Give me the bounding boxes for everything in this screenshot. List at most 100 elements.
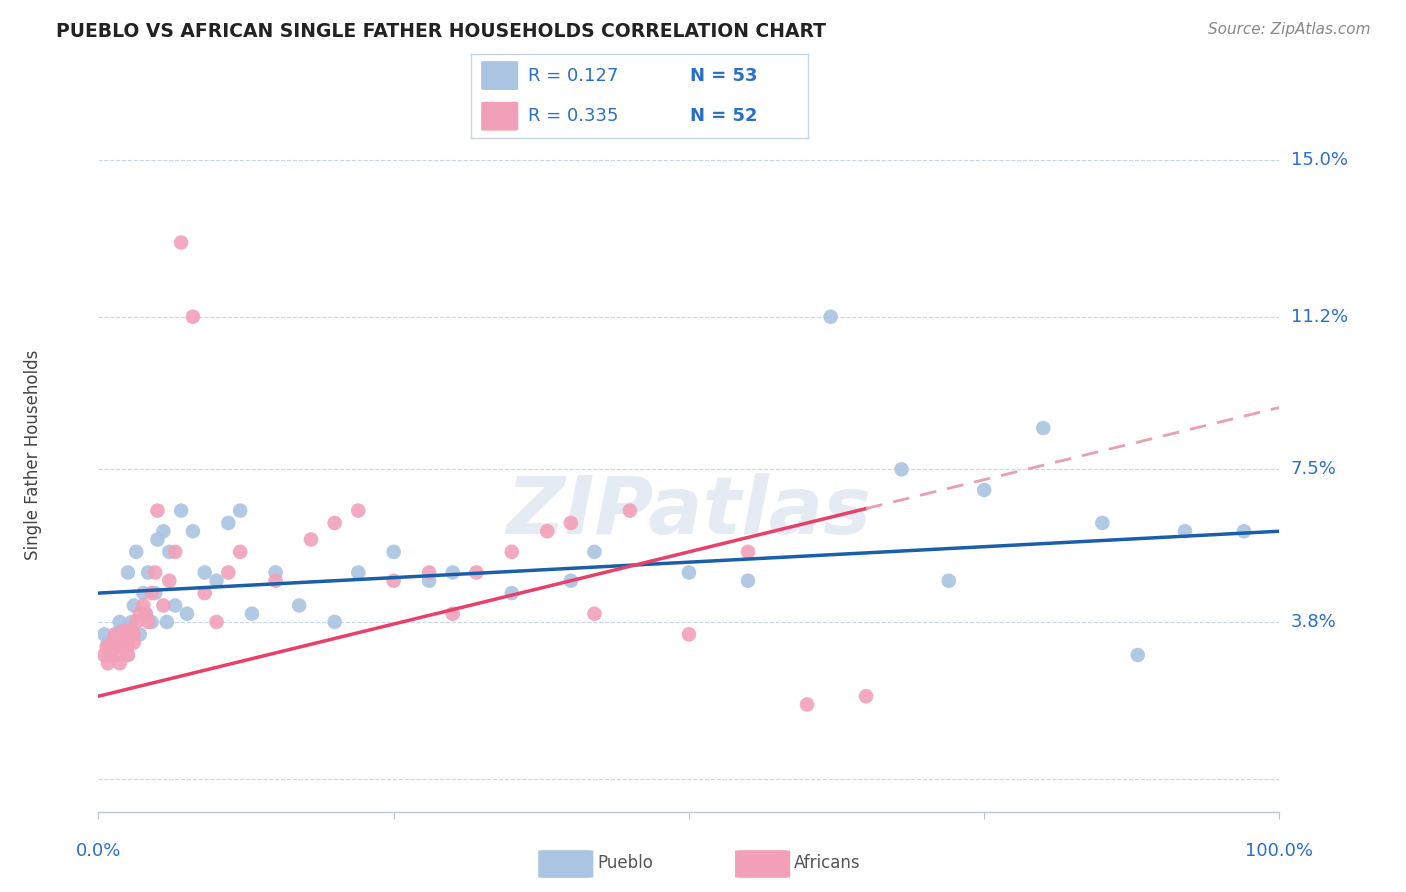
Point: [465, 566, 488, 580]
Point: [125, 615, 148, 629]
Point: [796, 698, 818, 712]
Point: [128, 627, 150, 641]
Point: [1032, 421, 1054, 435]
Point: [136, 566, 159, 580]
Point: [132, 586, 155, 600]
Text: 0.0%: 0.0%: [76, 842, 121, 860]
Point: [122, 635, 145, 649]
Point: [1174, 524, 1197, 539]
Point: [105, 627, 128, 641]
Point: [441, 607, 464, 621]
Point: [737, 545, 759, 559]
Point: [737, 574, 759, 588]
Point: [135, 607, 157, 621]
FancyBboxPatch shape: [735, 850, 790, 878]
Point: [583, 607, 606, 621]
Text: 11.2%: 11.2%: [1291, 308, 1348, 326]
Point: [418, 566, 440, 580]
Point: [122, 599, 145, 613]
Text: 3.8%: 3.8%: [1291, 613, 1336, 631]
Point: [170, 503, 193, 517]
Point: [165, 545, 187, 559]
Point: [105, 640, 128, 654]
Point: [560, 574, 582, 588]
Point: [143, 566, 166, 580]
Point: [619, 503, 641, 517]
Point: [125, 545, 148, 559]
Text: 100.0%: 100.0%: [1246, 842, 1313, 860]
Point: [108, 635, 131, 649]
Point: [93, 648, 115, 662]
Point: [117, 648, 139, 662]
Point: [181, 310, 204, 324]
Point: [240, 607, 263, 621]
Point: [117, 627, 139, 641]
Point: [112, 624, 135, 638]
Point: [229, 503, 252, 517]
FancyBboxPatch shape: [481, 102, 519, 130]
Point: [146, 503, 169, 517]
Point: [347, 503, 370, 517]
Point: [156, 615, 179, 629]
Point: [678, 566, 700, 580]
Text: R = 0.335: R = 0.335: [529, 107, 619, 125]
Point: [217, 516, 239, 530]
Point: [938, 574, 960, 588]
Text: R = 0.127: R = 0.127: [529, 67, 619, 85]
Point: [820, 310, 842, 324]
Point: [111, 635, 134, 649]
Point: [890, 462, 912, 476]
Point: [141, 586, 163, 600]
Text: N = 53: N = 53: [690, 67, 758, 85]
Point: [347, 566, 370, 580]
Point: [170, 235, 193, 250]
Point: [117, 640, 139, 654]
Point: [143, 586, 166, 600]
Point: [108, 615, 131, 629]
Point: [264, 574, 287, 588]
Point: [117, 566, 139, 580]
Point: [152, 524, 174, 539]
Point: [132, 599, 155, 613]
Point: [141, 615, 163, 629]
Point: [418, 574, 440, 588]
Point: [264, 566, 287, 580]
Point: [176, 607, 198, 621]
Point: [536, 524, 558, 539]
Point: [157, 545, 180, 559]
Point: [136, 615, 159, 629]
Text: N = 52: N = 52: [690, 107, 758, 125]
Point: [678, 627, 700, 641]
Point: [217, 566, 239, 580]
Point: [560, 516, 582, 530]
Point: [98, 644, 121, 658]
Text: 15.0%: 15.0%: [1291, 151, 1347, 169]
Point: [973, 483, 995, 497]
Point: [101, 635, 124, 649]
Point: [323, 615, 346, 629]
Text: PUEBLO VS AFRICAN SINGLE FATHER HOUSEHOLDS CORRELATION CHART: PUEBLO VS AFRICAN SINGLE FATHER HOUSEHOL…: [56, 22, 827, 41]
Point: [108, 657, 131, 671]
Point: [323, 516, 346, 530]
Point: [98, 648, 121, 662]
Point: [117, 648, 139, 662]
Point: [93, 627, 115, 641]
Point: [122, 627, 145, 641]
Point: [229, 545, 252, 559]
Point: [128, 607, 150, 621]
FancyBboxPatch shape: [538, 850, 593, 878]
Point: [121, 624, 143, 638]
Point: [152, 599, 174, 613]
Point: [441, 566, 464, 580]
Point: [97, 635, 120, 649]
Point: [501, 586, 523, 600]
Point: [97, 657, 120, 671]
Point: [1126, 648, 1149, 662]
Point: [121, 615, 143, 629]
Text: ZIPatlas: ZIPatlas: [506, 473, 872, 551]
Point: [299, 533, 322, 547]
Point: [1233, 524, 1256, 539]
Point: [583, 545, 606, 559]
Point: [101, 640, 124, 654]
Point: [135, 607, 157, 621]
